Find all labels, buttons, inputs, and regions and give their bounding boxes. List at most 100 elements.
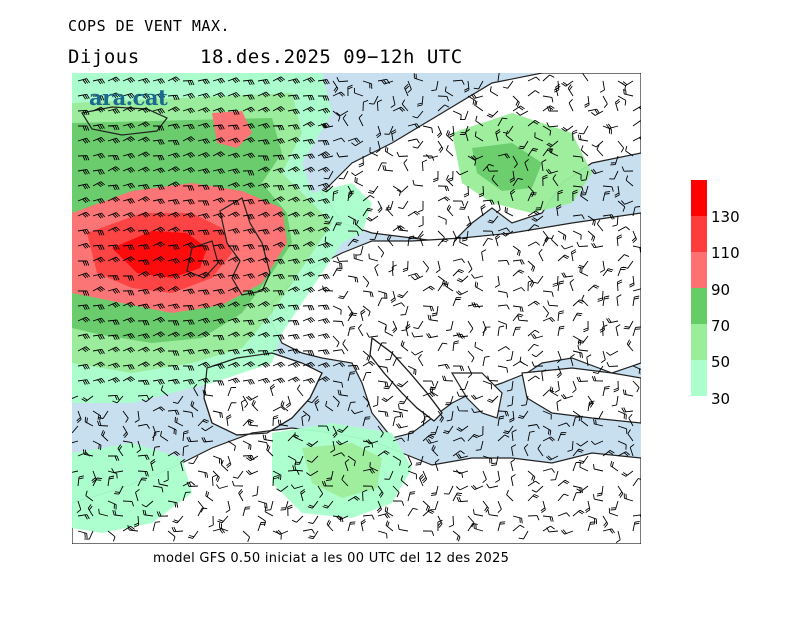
wind-barb — [332, 91, 346, 97]
wind-barb — [482, 380, 492, 390]
wind-barb — [581, 170, 589, 181]
wind-barb — [186, 436, 199, 443]
wind-barb — [122, 290, 135, 296]
wind-barb — [360, 519, 366, 532]
wind-barb — [382, 165, 394, 172]
wind-barb — [392, 437, 406, 443]
wind-barb — [317, 79, 330, 85]
wind-barb — [332, 267, 343, 277]
wind-barb — [512, 105, 525, 112]
wind-barb — [197, 168, 210, 174]
wind-barb — [77, 304, 90, 310]
wind-barb — [497, 117, 508, 127]
wind-barb — [257, 318, 270, 325]
wind-barb — [84, 416, 94, 427]
wind-barb — [611, 395, 619, 407]
wind-barb — [208, 515, 214, 528]
wind-barb — [412, 110, 424, 119]
wind-barb — [620, 200, 634, 205]
wind-barb — [384, 470, 394, 480]
wind-barb — [542, 230, 549, 243]
wind-barb — [546, 122, 559, 128]
wind-barb — [347, 496, 360, 502]
wind-barb — [504, 206, 514, 217]
wind-barb — [212, 410, 223, 419]
wind-barb — [557, 280, 565, 292]
wind-barb — [137, 271, 150, 278]
wind-barb — [212, 107, 226, 114]
wind-barb — [560, 529, 574, 535]
wind-barb — [421, 159, 428, 172]
wind-barb — [383, 380, 394, 390]
wind-barb — [197, 303, 210, 309]
wind-barb — [92, 304, 105, 310]
wind-barb — [407, 80, 412, 94]
wind-barb — [527, 480, 540, 487]
wind-barb — [197, 229, 210, 236]
wind-barb — [134, 410, 140, 423]
wind-barb — [412, 140, 424, 149]
wind-barb — [182, 272, 196, 279]
wind-barb — [257, 377, 271, 384]
wind-barb — [422, 415, 430, 427]
wind-barb — [186, 481, 199, 487]
wind-barb — [302, 333, 315, 340]
wind-barb — [122, 77, 136, 84]
wind-barb — [242, 361, 255, 368]
wind-barb — [482, 455, 493, 464]
wind-barb — [242, 440, 252, 451]
wind-barb — [152, 198, 165, 205]
wind-barb — [92, 273, 105, 280]
wind-barb — [242, 348, 255, 355]
wind-barb — [585, 500, 591, 513]
wind-barb — [152, 241, 166, 248]
wind-barb — [572, 129, 578, 142]
wind-barb — [325, 400, 334, 412]
wind-barb — [442, 375, 454, 382]
wind-barb — [77, 228, 90, 235]
wind-barb — [445, 395, 454, 406]
wind-barb — [527, 76, 541, 82]
wind-barb — [107, 108, 120, 114]
wind-barb — [292, 465, 304, 472]
wind-barb — [212, 273, 225, 279]
wind-barb — [365, 439, 379, 445]
wind-barb — [512, 524, 525, 532]
wind-barb — [167, 139, 180, 146]
wind-barb — [377, 290, 388, 299]
wind-barb — [398, 404, 409, 412]
wind-barb — [437, 196, 450, 202]
wind-barb — [227, 402, 237, 412]
wind-barb — [392, 455, 402, 466]
legend-label-130: 130 — [711, 208, 740, 226]
wind-barb — [421, 470, 428, 484]
wind-barb — [625, 145, 634, 157]
wind-barb — [152, 303, 165, 310]
wind-barb — [122, 376, 135, 383]
wind-barb — [272, 154, 285, 161]
wind-barb — [551, 234, 559, 247]
wind-barb — [556, 204, 562, 217]
wind-barb — [167, 106, 180, 113]
wind-barb — [576, 241, 589, 248]
wind-barb — [491, 174, 499, 187]
wind-barb — [422, 305, 435, 312]
wind-barb — [527, 494, 539, 502]
wind-barb — [497, 320, 507, 330]
wind-barb — [77, 78, 90, 84]
wind-barb — [467, 365, 473, 379]
wind-barb — [276, 485, 289, 492]
wind-barb — [152, 361, 165, 368]
wind-barb — [355, 220, 364, 232]
wind-barb — [272, 290, 285, 296]
wind-barb — [302, 258, 315, 264]
wind-barb — [542, 317, 556, 323]
wind-barb — [227, 440, 236, 452]
wind-barb — [550, 470, 559, 481]
wind-barb — [422, 434, 435, 442]
wind-barb — [481, 249, 487, 262]
wind-barb — [396, 423, 409, 429]
wind-barb — [452, 79, 465, 85]
legend-label-30: 30 — [711, 390, 731, 408]
wind-barb — [317, 242, 331, 249]
